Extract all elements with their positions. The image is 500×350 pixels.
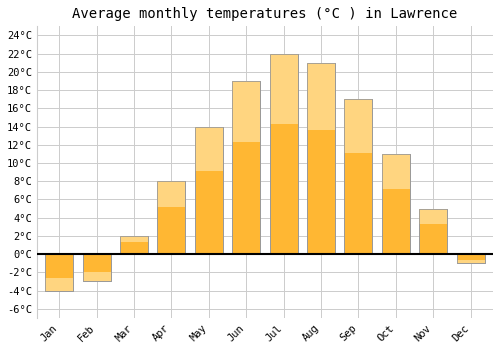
Bar	[307, 63, 335, 130]
Bar	[419, 209, 447, 254]
Bar	[232, 81, 260, 141]
Bar	[307, 63, 335, 254]
Bar	[120, 236, 148, 242]
Bar	[45, 254, 74, 290]
Bar	[158, 181, 186, 254]
Bar	[382, 154, 410, 189]
Bar	[307, 63, 335, 254]
Bar	[232, 81, 260, 254]
Bar	[82, 254, 110, 281]
Bar	[195, 126, 223, 171]
Bar	[456, 254, 484, 263]
Bar	[195, 126, 223, 254]
Bar	[419, 209, 447, 224]
Bar	[232, 81, 260, 254]
Bar	[344, 99, 372, 254]
Bar	[270, 54, 297, 254]
Bar	[419, 209, 447, 254]
Bar	[82, 272, 110, 281]
Bar	[82, 254, 110, 281]
Bar	[456, 260, 484, 263]
Bar	[382, 154, 410, 254]
Bar	[45, 254, 74, 290]
Bar	[158, 181, 186, 207]
Bar	[270, 54, 297, 124]
Bar	[344, 99, 372, 153]
Bar	[270, 54, 297, 254]
Bar	[382, 154, 410, 254]
Bar	[456, 254, 484, 263]
Title: Average monthly temperatures (°C ) in Lawrence: Average monthly temperatures (°C ) in La…	[72, 7, 458, 21]
Bar	[195, 126, 223, 254]
Bar	[158, 181, 186, 254]
Bar	[120, 236, 148, 254]
Bar	[45, 278, 74, 290]
Bar	[344, 99, 372, 254]
Bar	[120, 236, 148, 254]
